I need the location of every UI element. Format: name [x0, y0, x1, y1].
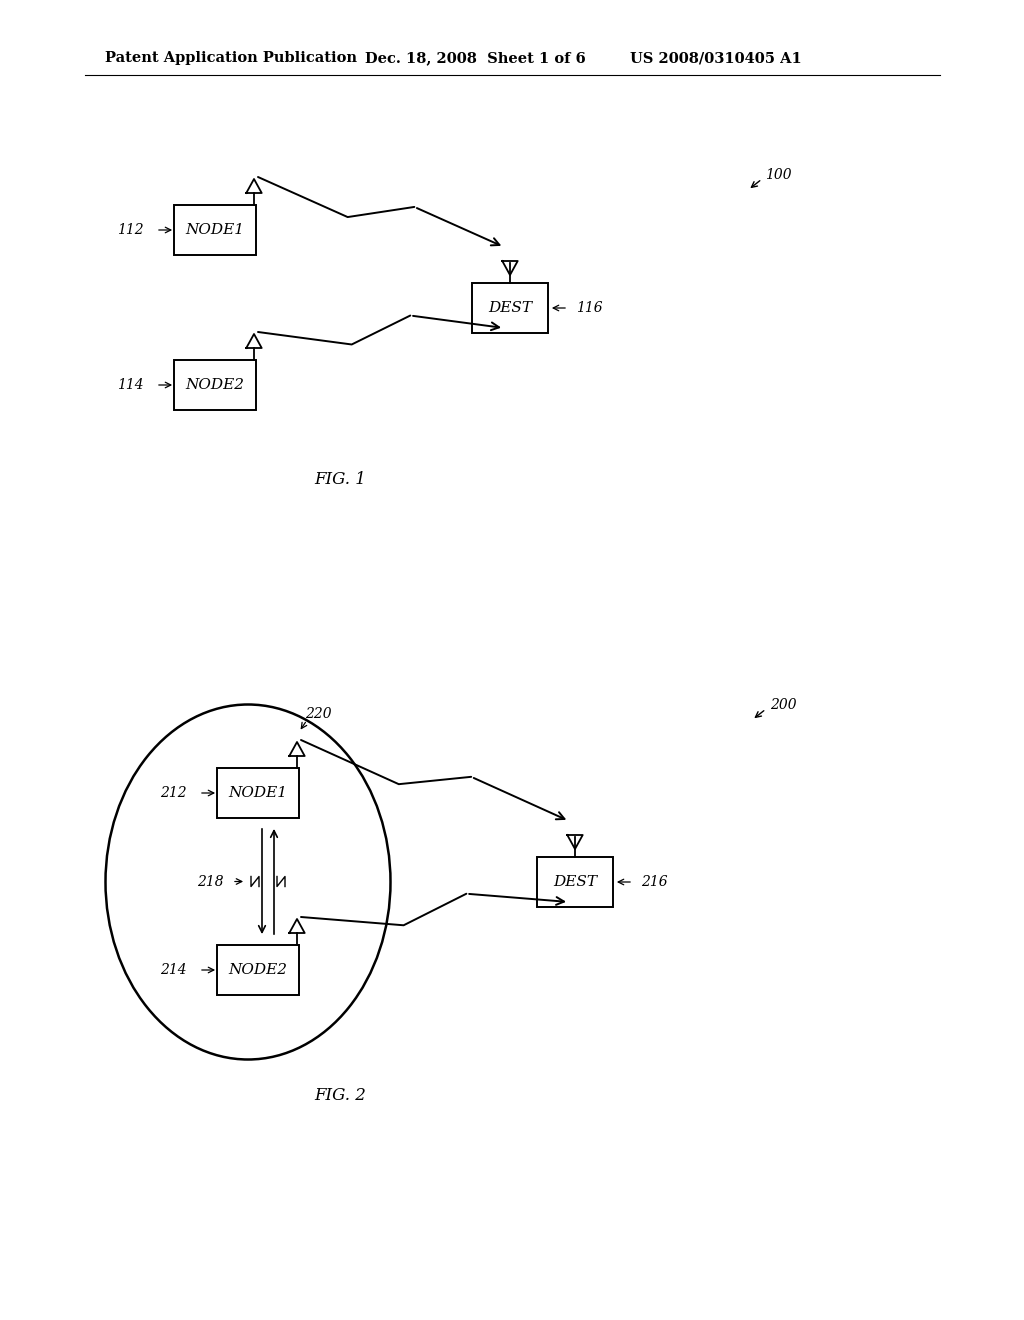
- Text: Patent Application Publication: Patent Application Publication: [105, 51, 357, 65]
- Text: US 2008/0310405 A1: US 2008/0310405 A1: [630, 51, 802, 65]
- Text: DEST: DEST: [488, 301, 532, 315]
- Text: 100: 100: [765, 168, 792, 182]
- Text: NODE1: NODE1: [228, 785, 288, 800]
- Text: 214: 214: [161, 964, 187, 977]
- Text: Dec. 18, 2008  Sheet 1 of 6: Dec. 18, 2008 Sheet 1 of 6: [365, 51, 586, 65]
- Text: NODE1: NODE1: [185, 223, 245, 238]
- Text: NODE2: NODE2: [228, 964, 288, 977]
- Bar: [537, 857, 613, 907]
- Text: NODE2: NODE2: [185, 378, 245, 392]
- Text: 114: 114: [118, 378, 144, 392]
- Text: 116: 116: [575, 301, 603, 315]
- Text: 220: 220: [305, 708, 332, 721]
- Text: FIG. 1: FIG. 1: [314, 471, 366, 488]
- Text: 112: 112: [118, 223, 144, 238]
- Bar: [217, 768, 299, 818]
- Bar: [472, 282, 548, 333]
- Text: 212: 212: [161, 785, 187, 800]
- Text: 200: 200: [770, 698, 797, 711]
- Text: FIG. 2: FIG. 2: [314, 1086, 366, 1104]
- Text: 218: 218: [198, 874, 224, 888]
- Bar: [217, 945, 299, 995]
- Text: DEST: DEST: [553, 875, 597, 888]
- Bar: [174, 205, 256, 255]
- Text: 216: 216: [641, 875, 668, 888]
- Bar: [174, 360, 256, 411]
